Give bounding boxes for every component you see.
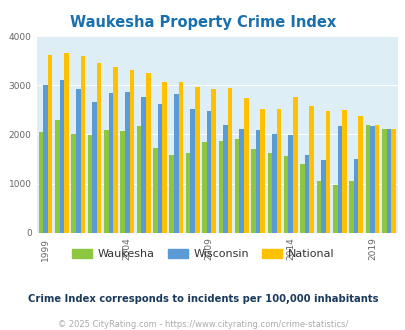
Text: Waukesha Property Crime Index: Waukesha Property Crime Index (70, 15, 335, 30)
Bar (60, 81, 64, 233)
Bar (374, 125, 378, 233)
Bar (48, 55, 52, 233)
Bar (174, 94, 178, 233)
Bar (92, 102, 97, 233)
Bar (369, 126, 374, 233)
Text: © 2025 CityRating.com - https://www.cityrating.com/crime-statistics/: © 2025 CityRating.com - https://www.city… (58, 319, 347, 329)
Bar (304, 154, 309, 233)
Bar (227, 88, 232, 233)
Bar (162, 82, 166, 233)
Bar (222, 125, 227, 233)
Bar (206, 112, 211, 233)
Bar (136, 126, 141, 233)
Bar (113, 67, 117, 233)
Bar (251, 149, 255, 233)
Bar (153, 148, 157, 233)
Bar (243, 98, 248, 233)
Bar (267, 153, 271, 233)
Bar (271, 134, 276, 233)
Bar (309, 106, 313, 233)
Bar (337, 126, 341, 233)
Bar (341, 111, 346, 233)
Bar (141, 97, 145, 233)
Bar (120, 131, 125, 233)
Bar (109, 93, 113, 233)
Bar (218, 141, 222, 233)
Bar (325, 112, 330, 233)
Text: Crime Index corresponds to incidents per 100,000 inhabitants: Crime Index corresponds to incidents per… (28, 294, 377, 304)
Bar (169, 155, 174, 233)
Bar (320, 160, 325, 233)
Bar (255, 130, 260, 233)
Bar (125, 92, 129, 233)
Bar (157, 104, 162, 233)
Bar (390, 129, 395, 233)
Bar (365, 125, 369, 233)
Bar (87, 135, 92, 233)
Bar (288, 135, 292, 233)
Bar (292, 97, 297, 233)
Bar (260, 109, 264, 233)
Bar (283, 156, 288, 233)
Bar (276, 110, 281, 233)
Bar (234, 139, 239, 233)
Bar (332, 184, 337, 233)
Bar (300, 164, 304, 233)
Bar (353, 158, 358, 233)
Bar (358, 116, 362, 233)
Legend: Waukesha, Wisconsin, National: Waukesha, Wisconsin, National (67, 244, 338, 263)
Bar (129, 70, 134, 233)
Bar (202, 142, 206, 233)
Bar (239, 129, 243, 233)
Bar (381, 129, 386, 233)
Bar (145, 73, 150, 233)
Bar (185, 153, 190, 233)
Bar (211, 89, 215, 233)
Bar (104, 130, 109, 233)
Bar (38, 132, 43, 233)
Bar (64, 53, 68, 233)
Bar (348, 181, 353, 233)
Bar (194, 87, 199, 233)
Bar (178, 82, 183, 233)
Bar (76, 89, 80, 233)
Bar (55, 120, 60, 233)
Bar (386, 129, 390, 233)
Bar (80, 56, 85, 233)
Bar (316, 181, 320, 233)
Bar (190, 110, 194, 233)
Bar (43, 85, 48, 233)
Bar (97, 63, 101, 233)
Bar (71, 135, 76, 233)
